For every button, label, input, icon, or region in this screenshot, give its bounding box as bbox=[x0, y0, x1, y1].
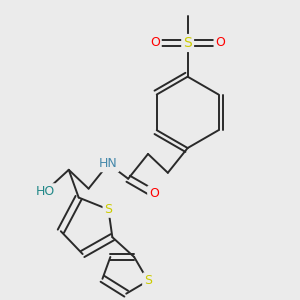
Text: S: S bbox=[183, 36, 192, 50]
Text: HN: HN bbox=[99, 158, 118, 170]
Text: HO: HO bbox=[35, 185, 55, 198]
Text: O: O bbox=[215, 37, 225, 50]
Text: O: O bbox=[149, 187, 159, 200]
Text: S: S bbox=[144, 274, 152, 287]
Text: O: O bbox=[150, 37, 160, 50]
Text: S: S bbox=[104, 203, 112, 216]
